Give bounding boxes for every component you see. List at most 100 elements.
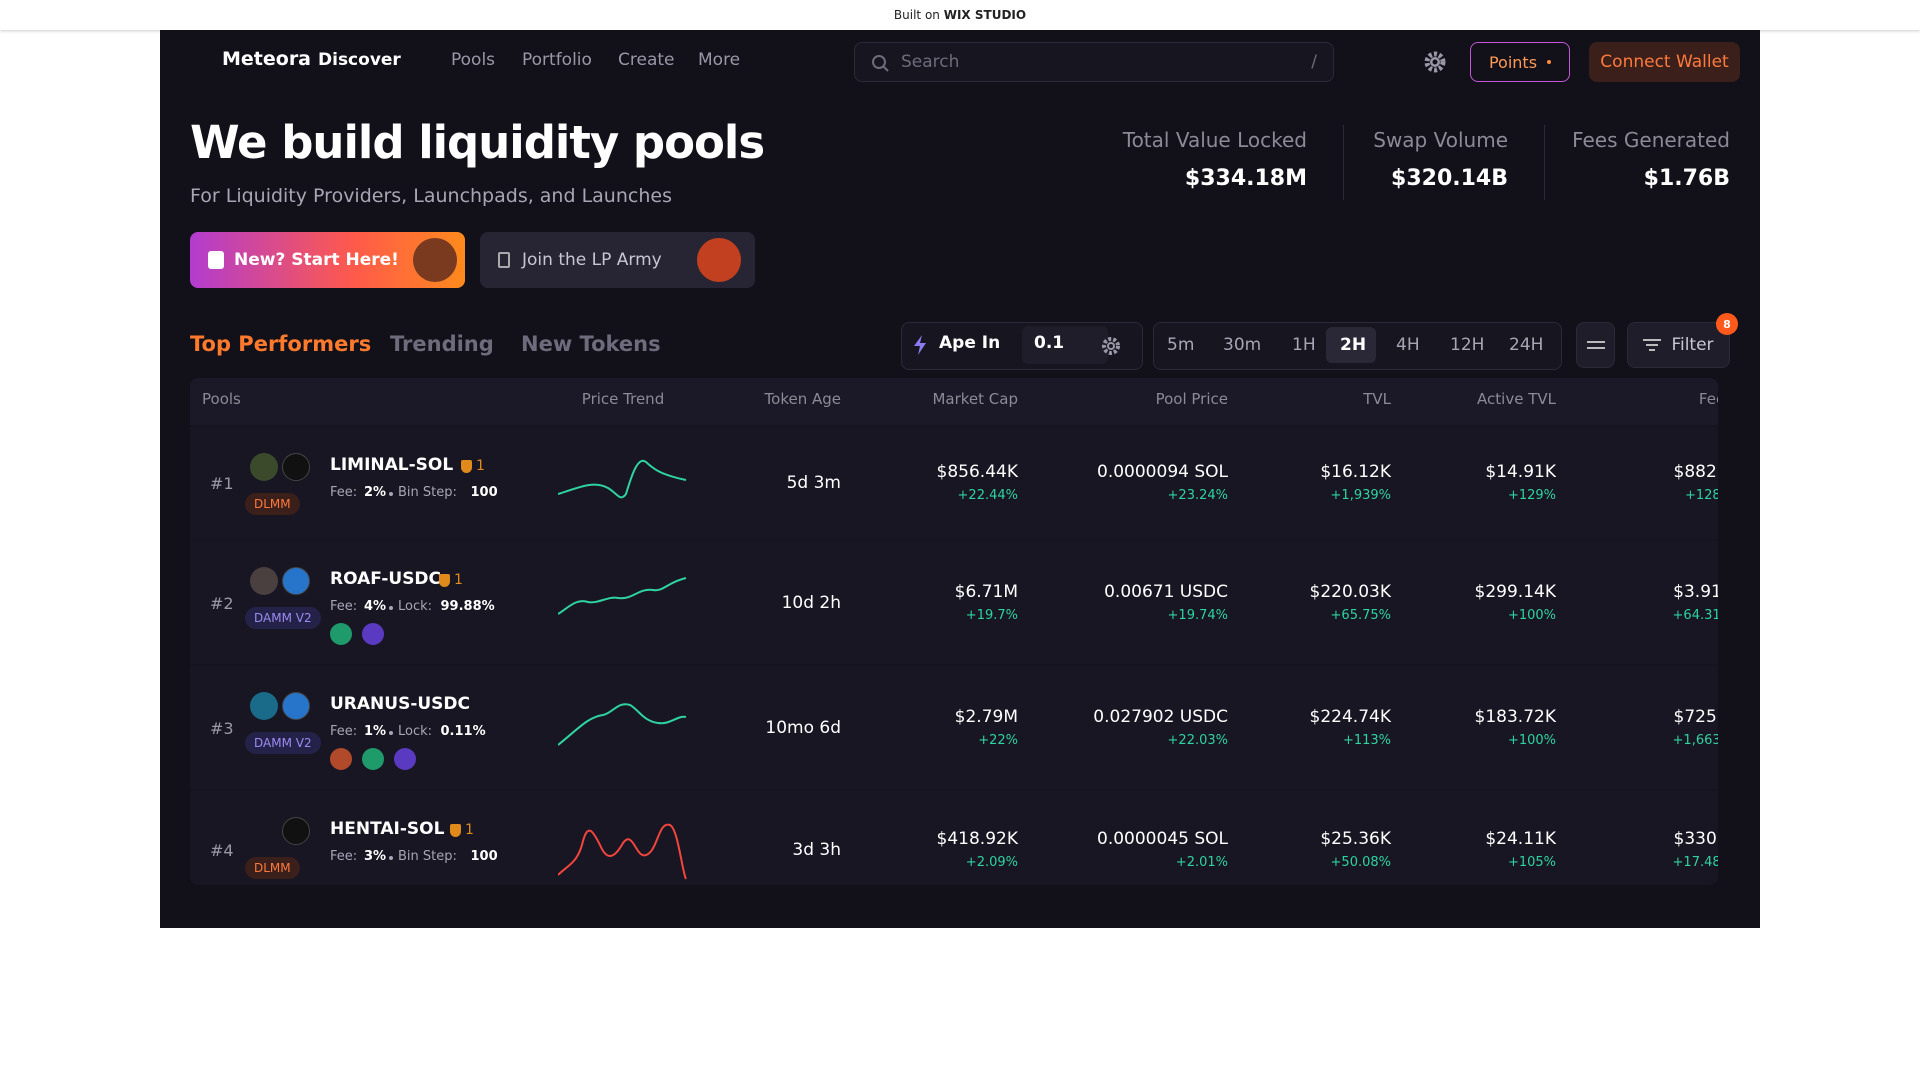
warning-icon (461, 460, 472, 473)
price: 0.027902 USDC (1093, 706, 1228, 727)
banner: Built on WIX STUDIO (0, 0, 1920, 30)
logo[interactable]: Meteora (222, 48, 312, 70)
stat-value: $334.18M (1184, 166, 1307, 191)
stat-label: Swap Volume (1373, 128, 1508, 152)
ape-settings-icon[interactable] (1099, 334, 1123, 358)
pool-name[interactable]: HENTAI-SOL (330, 819, 445, 839)
button-label: Join the LP Army (522, 250, 662, 270)
start-here-button[interactable]: New? Start Here! (190, 232, 465, 288)
param-label: Lock: (398, 599, 433, 614)
fee-value: 3% (364, 849, 387, 864)
nav-link[interactable]: Discover (318, 50, 401, 70)
nav-link[interactable]: Pools (451, 50, 496, 70)
fee-value: 4% (364, 599, 387, 614)
timeframe[interactable]: 5m (1167, 335, 1195, 355)
banner-text: Built on (893, 8, 940, 22)
ape-in-button[interactable]: Ape In (939, 333, 1001, 353)
separator (389, 606, 393, 610)
token-icon (282, 692, 310, 720)
change: +50.08% (1330, 855, 1391, 870)
pool-name[interactable]: URANUS-USDC (330, 694, 471, 714)
token-icon (250, 453, 278, 481)
active-tvl: $24.11K (1485, 829, 1556, 849)
connect-wallet-button[interactable]: Connect Wallet (1589, 42, 1740, 82)
token-icon (250, 692, 278, 720)
pool-name[interactable]: LIMINAL-SOL (330, 455, 454, 475)
nav-link[interactable]: Create (618, 50, 675, 70)
token-icon (282, 567, 310, 595)
active-tvl: $183.72K (1474, 706, 1556, 727)
change: +1,663% (1672, 732, 1718, 748)
sliders-button[interactable] (1576, 322, 1615, 368)
timeframe[interactable]: 30m (1223, 335, 1262, 355)
filter-badge: 8 (1716, 313, 1738, 335)
search-placeholder: Search (901, 52, 960, 72)
nav-link[interactable]: More (698, 50, 741, 70)
table-row[interactable] (190, 541, 1718, 664)
change: +17.48% (1672, 855, 1718, 870)
tab[interactable]: Top Performers (190, 332, 372, 356)
token-icon (250, 567, 278, 595)
param-value: 99.88% (440, 599, 495, 614)
pool-type: DLMM (245, 857, 300, 879)
token-age: 3d 3h (792, 840, 841, 860)
token-icon (282, 817, 310, 845)
fee-label: Fee: (330, 485, 358, 500)
filter-button[interactable]: Filter (1627, 322, 1730, 368)
warning-count: 1 (476, 458, 485, 474)
column-header[interactable]: Pools (202, 390, 241, 408)
market-cap: $856.44K (936, 462, 1018, 482)
token-age: 5d 3m (786, 473, 841, 493)
price: 0.0000094 SOL (1097, 462, 1228, 482)
column-header[interactable]: Fees (1698, 390, 1718, 408)
price: 0.00671 USDC (1104, 581, 1228, 602)
settings-icon[interactable] (1423, 50, 1447, 74)
timeframe[interactable]: 24H (1509, 335, 1544, 355)
pool-type: DAMM V2 (245, 607, 321, 629)
table-row[interactable] (190, 791, 1718, 885)
table-row[interactable] (190, 666, 1718, 789)
tab[interactable]: New Tokens (521, 332, 661, 356)
param-label: Bin Step: (398, 485, 457, 500)
table-row[interactable] (190, 427, 1718, 539)
warning-icon (439, 574, 450, 587)
change: +100% (1507, 607, 1556, 623)
search-box[interactable]: Search / (854, 42, 1334, 82)
hero-title: We build liquidity pools (190, 116, 765, 169)
change: +19.7% (965, 607, 1018, 623)
banner-brand[interactable]: WIX STUDIO (943, 8, 1027, 22)
fees: $882.9 (1673, 462, 1718, 482)
tab[interactable]: Trending (390, 332, 494, 356)
market-cap: $6.71M (954, 581, 1018, 602)
column-header[interactable]: Active TVL (1477, 390, 1556, 408)
lp-army-button[interactable]: Join the LP Army (480, 232, 755, 288)
stat-label: Fees Generated (1572, 128, 1730, 152)
column-header[interactable]: Market Cap (932, 390, 1018, 408)
fee-label: Fee: (330, 849, 358, 864)
pool-name[interactable]: ROAF-USDC (330, 569, 442, 589)
column-header[interactable]: Token Age (764, 390, 841, 408)
search-shortcut: / (1311, 52, 1317, 72)
rank: #1 (210, 474, 234, 493)
market-cap: $418.92K (936, 829, 1018, 849)
warning-icon (450, 824, 461, 837)
timeframe[interactable]: 12H (1450, 335, 1485, 355)
points-button[interactable]: Points (1470, 42, 1570, 82)
separator (389, 492, 393, 496)
timeframe[interactable]: 4H (1396, 335, 1420, 355)
table-header (190, 378, 1718, 425)
timeframe[interactable]: 2H (1340, 335, 1367, 355)
column-header[interactable]: Pool Price (1155, 390, 1228, 408)
price-trend (558, 823, 687, 880)
token-icon (282, 453, 310, 481)
timeframe[interactable]: 1H (1292, 335, 1316, 355)
column-header[interactable]: TVL (1363, 390, 1391, 408)
param-value: 0.11% (440, 724, 486, 739)
price-trend (558, 459, 687, 499)
tvl: $25.36K (1320, 829, 1391, 849)
amount-box[interactable] (1022, 326, 1108, 364)
separator (389, 731, 393, 735)
fees: $725.1 (1673, 706, 1718, 727)
pool-type: DLMM (245, 493, 300, 515)
nav-link[interactable]: Portfolio (522, 50, 592, 70)
